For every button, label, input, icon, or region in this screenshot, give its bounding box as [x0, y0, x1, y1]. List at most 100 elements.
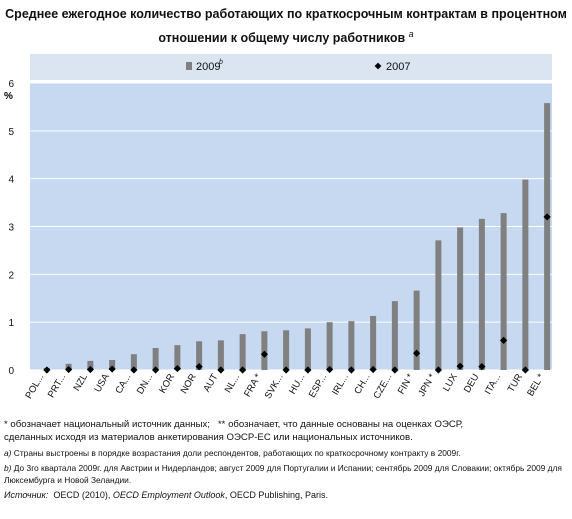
bar-2009: [174, 345, 181, 370]
bar-2009: [152, 347, 159, 370]
footnote-star-c: сделанных исходя из материалов анкетиров…: [4, 432, 413, 443]
marker-2007: [43, 366, 51, 374]
marker-2007: [217, 366, 225, 374]
bar-2009: [239, 334, 246, 370]
marker-2007: [195, 363, 203, 371]
markers-2007: [43, 213, 551, 374]
y-tick-label: 4: [8, 175, 14, 186]
marker-2007: [456, 362, 464, 370]
marker-2007: [434, 366, 442, 374]
title-line-1-text: Среднее ежегодное количество работающих …: [5, 7, 567, 21]
marker-2007: [521, 366, 529, 374]
legend-swatch-2007: [374, 62, 382, 70]
y-axis-label: %: [4, 91, 13, 102]
footnote-a: a) Страны выстроены в порядке возрастани…: [4, 447, 568, 459]
y-tick-label: 1: [8, 318, 14, 329]
y-tick-label: 6: [8, 79, 14, 90]
x-tick-label: ITA...: [483, 372, 504, 397]
bar-2009: [217, 340, 224, 370]
x-tick-label: NOR: [179, 372, 199, 396]
x-tick-label: CZE...: [371, 372, 394, 401]
marker-2007: [369, 365, 377, 374]
x-tick-label: HU...: [287, 372, 307, 396]
marker-2007: [239, 366, 247, 374]
marker-2007: [282, 366, 290, 374]
bar-2009: [435, 240, 442, 370]
footnote-a-text: Страны выстроены в порядке возрастания д…: [13, 448, 461, 458]
bar-2009: [348, 321, 355, 370]
source-publication: OECD Employment Outlook: [112, 490, 225, 500]
marker-2007: [173, 364, 181, 373]
marker-2007: [478, 363, 486, 371]
footnote-b-mark: b): [4, 463, 12, 473]
footnote-b: b) До 3го квартала 2009г. для Австрии и …: [4, 462, 568, 486]
legend-superscript-2009: b: [219, 59, 223, 66]
bars-2009: [43, 103, 551, 370]
y-tick-label: 3: [8, 223, 14, 234]
x-tick-label: DN...: [135, 372, 155, 396]
bar-2009: [196, 341, 203, 370]
bar-2009: [370, 315, 377, 370]
footnote-star-b: ** обозначает, что данные основаны на оц…: [217, 419, 464, 430]
x-tick-label: ESP...: [307, 372, 329, 400]
x-tick-label: KOR: [157, 372, 177, 395]
marker-2007: [86, 365, 94, 374]
legend-label-2007: 2007: [386, 61, 410, 73]
x-tick-label: CA...: [113, 372, 133, 396]
title-superscript: a: [408, 29, 414, 39]
x-tick-label: LUX: [441, 371, 460, 393]
marker-2007: [130, 366, 138, 374]
bar-2009: [87, 360, 94, 370]
x-tick-label: FRA *: [242, 372, 264, 399]
marker-2007: [326, 365, 334, 374]
x-tick-label: FIN *: [396, 372, 416, 397]
source-note: Источник: OECD (2010), OECD Employment O…: [4, 489, 568, 502]
x-tick-label: NZL: [71, 372, 90, 393]
x-tick-label: POL...: [23, 372, 46, 401]
x-tick-label: BEL *: [525, 372, 547, 398]
marker-2007: [152, 366, 160, 374]
gridlines: [30, 82, 552, 371]
footnote-b-text: До 3го квартала 2009г. для Австрии и Нид…: [4, 463, 562, 485]
x-axis-tick-labels: POL... PRT... NZL USA CA... DN... KOR NOR AUT NL.…: [23, 371, 546, 400]
marker-2007: [500, 336, 508, 344]
x-tick-label: TUR: [506, 372, 525, 395]
marker-2007: [543, 213, 551, 221]
bar-2009: [391, 301, 398, 370]
marker-2007: [391, 366, 399, 374]
bar-2009: [500, 213, 507, 370]
bar-2009: [522, 179, 529, 370]
title-line-2-text: отношении к общему числу работников: [158, 31, 406, 46]
y-tick-label: 2: [8, 270, 14, 281]
chart-title-line-2: отношении к общему числу работников a: [0, 26, 572, 46]
footnote-star: * обозначает национальный источник данны…: [4, 418, 568, 444]
x-tick-label: PRT...: [46, 372, 68, 400]
bar-2009: [283, 330, 290, 370]
source-part-1: OECD (2010),: [53, 490, 111, 500]
legend-label-2009: 2009: [196, 61, 220, 73]
marker-2007: [260, 350, 268, 358]
x-tick-label: SVK...: [263, 372, 286, 401]
y-tick-label: 0: [8, 366, 14, 377]
x-tick-label: CH...: [352, 372, 372, 396]
legend-background: [30, 54, 552, 80]
bar-2009: [413, 290, 420, 370]
bar-2009: [457, 227, 464, 370]
marker-2007: [108, 365, 116, 373]
bar-2009: [326, 322, 333, 370]
bar-2009: [109, 359, 116, 370]
marker-2007: [304, 366, 312, 374]
legend-swatch-2009: [186, 62, 192, 70]
source-part-3: , OECD Publishing, Paris.: [224, 490, 328, 500]
x-tick-label: DEU: [462, 372, 482, 395]
footnote-star-a: * обозначает национальный источник данны…: [4, 419, 210, 430]
source-label: Источник:: [4, 490, 49, 500]
marker-2007: [347, 366, 355, 374]
y-tick-label: 5: [8, 127, 14, 138]
bar-2009: [478, 218, 485, 370]
bar-2009: [544, 103, 551, 370]
footnote-a-mark: a): [4, 448, 12, 458]
x-tick-label: USA: [92, 371, 112, 394]
